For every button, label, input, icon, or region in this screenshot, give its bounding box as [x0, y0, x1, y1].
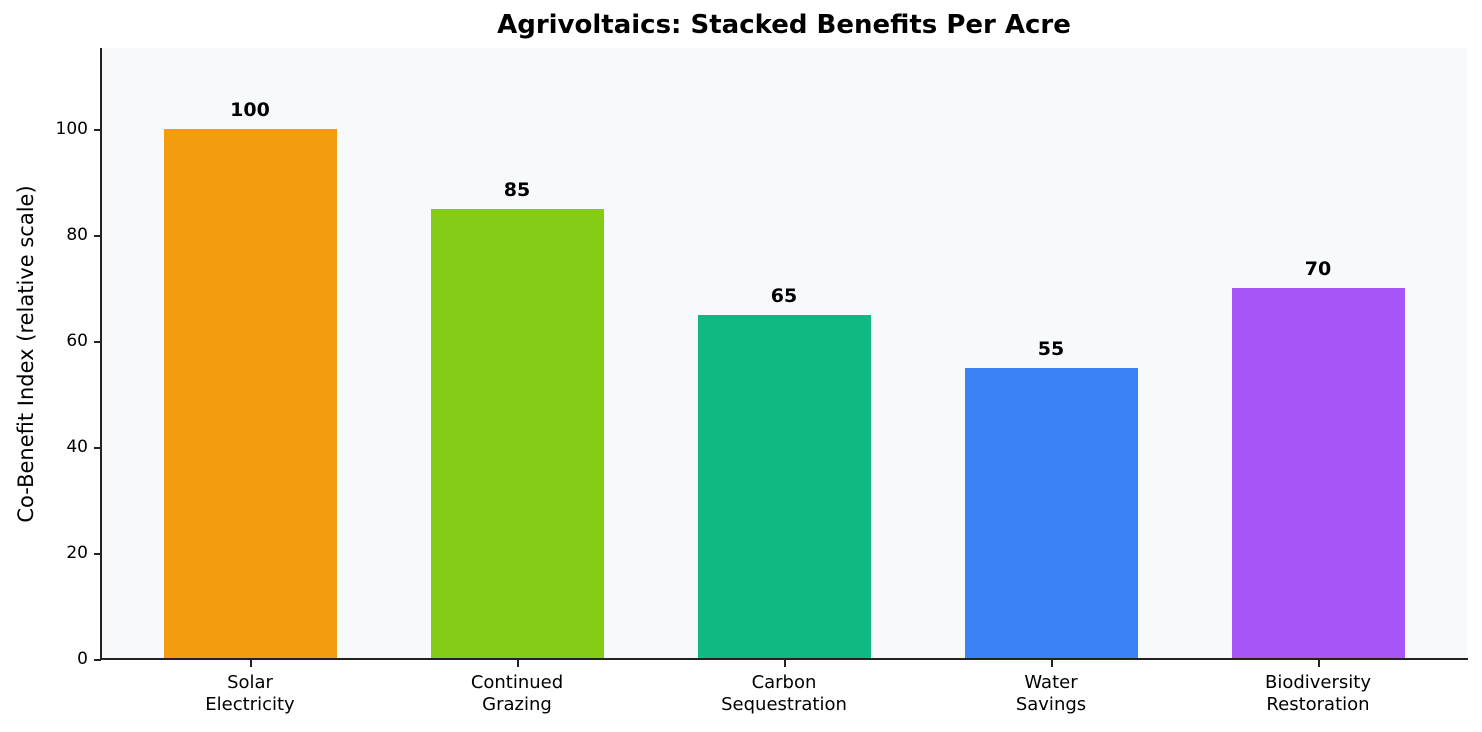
y-tick [94, 129, 101, 131]
y-tick [94, 341, 101, 343]
y-tick-label: 20 [66, 543, 88, 563]
y-tick [94, 447, 101, 449]
y-tick-label: 0 [77, 649, 88, 669]
x-tick [1051, 660, 1053, 667]
x-tick [250, 660, 252, 667]
y-tick [94, 235, 101, 237]
x-tick [784, 660, 786, 667]
bar-value-label: 85 [503, 178, 531, 201]
x-tick-label: Biodiversity Restoration [1264, 672, 1371, 715]
y-tick-label: 60 [66, 331, 88, 351]
bar [1231, 288, 1405, 659]
y-tick [94, 659, 101, 661]
bar [430, 208, 604, 659]
x-tick-label: Continued Grazing [470, 672, 564, 715]
bar [163, 129, 337, 659]
x-tick-label: Solar Electricity [205, 672, 295, 715]
bar-value-label: 100 [230, 99, 270, 121]
x-axis-line [100, 658, 1468, 660]
x-tick [1318, 660, 1320, 667]
bar [697, 314, 871, 659]
y-tick-label: 40 [66, 437, 88, 457]
y-tick-label: 100 [55, 119, 88, 139]
bar-value-label: 70 [1304, 258, 1332, 280]
bar-value-label: 65 [770, 284, 798, 307]
x-tick-label: Carbon Sequestration [721, 672, 847, 715]
y-tick [94, 553, 101, 555]
x-tick [517, 660, 519, 667]
y-tick-label: 80 [66, 225, 88, 245]
y-axis-line [100, 48, 102, 660]
x-tick-label: Water Savings [1015, 672, 1087, 715]
chart-title: Agrivoltaics: Stacked Benefits Per Acre [497, 10, 1071, 40]
bar [964, 367, 1138, 659]
y-axis-label: Co-Benefit Index (relative scale) [14, 185, 38, 523]
bar-value-label: 55 [1037, 337, 1065, 360]
